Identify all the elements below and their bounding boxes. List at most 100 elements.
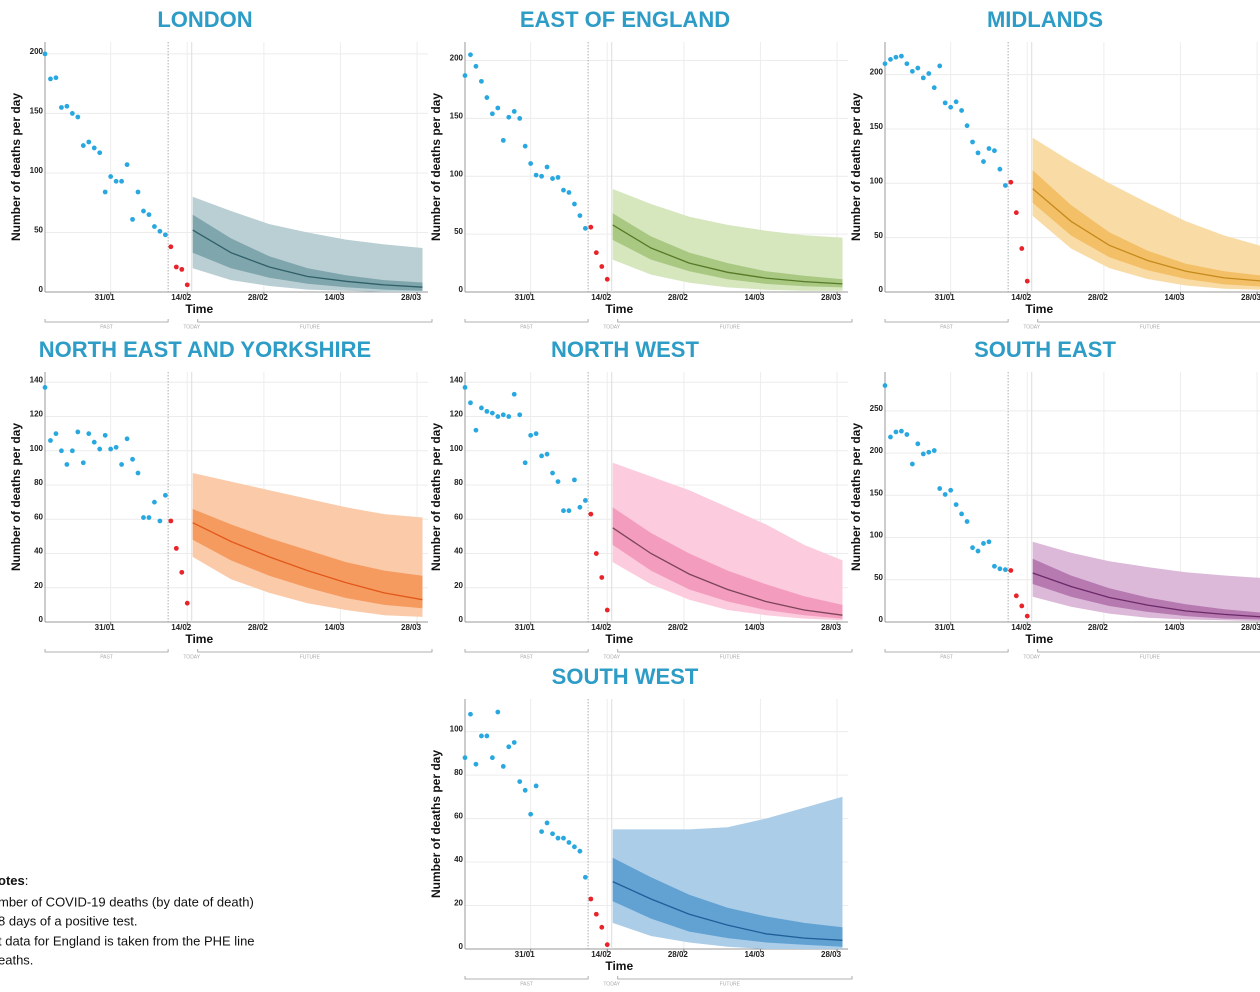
observed-point (146, 515, 152, 520)
observed-point (97, 150, 103, 156)
median-line (192, 522, 423, 601)
recent-point (1013, 210, 1019, 216)
y-axis-label: Number of deaths per day (9, 423, 23, 571)
observed-point (1002, 567, 1008, 573)
observed-point (909, 68, 915, 74)
observed-point (157, 228, 163, 234)
x-tick-label: 14/02 (171, 623, 192, 632)
observed-point (533, 431, 539, 437)
x-tick-label: 14/03 (744, 950, 765, 959)
recent-point (1024, 278, 1030, 284)
observed-point (48, 76, 53, 82)
observed-point (489, 410, 495, 416)
observed-point (130, 456, 135, 462)
observed-point (937, 63, 943, 69)
x-tick-label: 31/01 (935, 623, 956, 632)
x-axis-label: Time (1025, 302, 1053, 316)
observed-point (926, 449, 932, 455)
y-tick-label: 200 (870, 68, 884, 77)
observed-point (986, 146, 992, 151)
y-tick-label: 60 (454, 812, 463, 821)
future-bracket (1037, 649, 1260, 653)
observed-point (462, 755, 468, 761)
observed-point (152, 499, 157, 505)
observed-point (162, 492, 168, 498)
observed-point (882, 383, 888, 388)
observed-point (80, 143, 86, 148)
recent-point (184, 600, 190, 606)
observed-point (75, 429, 81, 435)
past-bracket (464, 649, 589, 653)
observed-point (511, 740, 517, 745)
observed-point (964, 519, 970, 524)
recent-point (1008, 179, 1014, 185)
recent-point (173, 264, 179, 270)
chart-title: EAST OF ENGLAND (520, 7, 730, 32)
observed-point (102, 432, 108, 438)
observed-point (561, 508, 566, 514)
y-tick-label: 50 (34, 226, 43, 235)
period-label: PAST (940, 654, 953, 660)
observed-point (539, 173, 544, 179)
observed-point (80, 460, 86, 466)
period-label: FUTURE (300, 324, 321, 330)
x-tick-label: 28/02 (248, 623, 269, 632)
observed-point (899, 428, 904, 434)
y-tick-label: 0 (879, 615, 884, 624)
past-bracket (44, 319, 169, 323)
observed-point (91, 439, 97, 445)
y-tick-label: 150 (30, 107, 44, 116)
inner-band (1032, 170, 1260, 287)
y-tick-label: 50 (454, 227, 463, 236)
x-tick-label: 31/01 (935, 293, 956, 302)
median-line (612, 881, 843, 941)
observed-point (146, 212, 152, 218)
future-bracket (617, 649, 853, 653)
observed-point (582, 225, 588, 231)
observed-point (86, 139, 92, 145)
future-bracket (617, 976, 853, 980)
y-tick-label: 200 (870, 446, 884, 455)
observed-point (468, 400, 473, 406)
y-tick-label: 200 (450, 54, 464, 63)
observed-point (42, 385, 48, 390)
observed-point (528, 811, 534, 817)
recent-point (179, 569, 185, 575)
observed-point (992, 148, 997, 154)
x-tick-label: 28/02 (668, 950, 689, 959)
observed-point (566, 508, 572, 514)
recent-point (1019, 603, 1025, 609)
observed-point (528, 432, 534, 438)
observed-point (484, 408, 490, 414)
observed-point (899, 53, 904, 59)
observed-point (495, 709, 501, 715)
observed-point (462, 73, 468, 78)
x-tick-label: 14/03 (324, 623, 345, 632)
y-axis-label: Number of deaths per day (849, 423, 863, 571)
observed-point (550, 470, 555, 476)
y-tick-label: 150 (450, 111, 464, 120)
chart-title: NORTH EAST AND YORKSHIRE (39, 337, 371, 362)
future-bracket (617, 319, 853, 323)
period-label: FUTURE (720, 324, 741, 330)
recent-point (1019, 246, 1025, 251)
observed-point (893, 54, 899, 60)
y-axis-label: Number of deaths per day (849, 93, 863, 241)
observed-point (539, 453, 544, 459)
observed-point (141, 208, 146, 214)
period-label: PAST (100, 324, 113, 330)
period-label: PAST (940, 324, 953, 330)
observed-point (511, 109, 517, 114)
observed-point (500, 412, 506, 418)
recent-point (168, 244, 174, 250)
observed-point (577, 213, 583, 219)
period-label: TODAY (183, 654, 200, 660)
y-tick-label: 50 (874, 573, 883, 582)
x-tick-label: 28/03 (401, 293, 422, 302)
future-bracket (1037, 319, 1260, 323)
y-tick-label: 100 (30, 444, 44, 453)
observed-point (555, 479, 561, 484)
chart-title: LONDON (157, 7, 252, 32)
y-tick-label: 20 (454, 899, 463, 908)
